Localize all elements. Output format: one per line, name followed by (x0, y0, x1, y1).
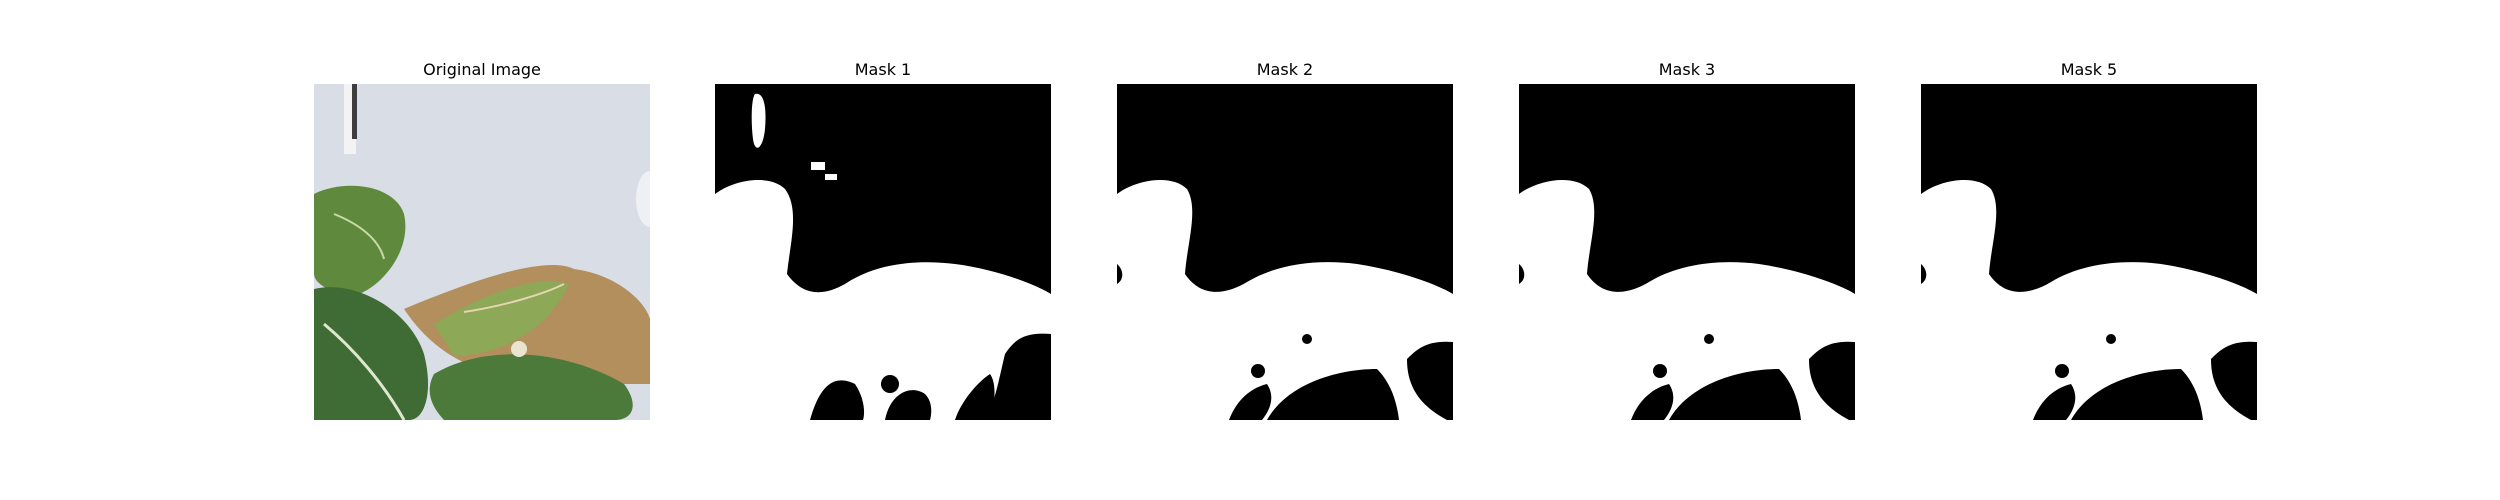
mask-3-image (1519, 84, 1855, 420)
panel-title: Mask 5 (2060, 60, 2118, 79)
mask-1-image (715, 84, 1051, 420)
panel-title: Mask 2 (1256, 60, 1314, 79)
panel-title: Mask 1 (854, 60, 912, 79)
panel-title: Mask 3 (1658, 60, 1716, 79)
panel-title: Original Image (423, 60, 541, 79)
mask-2-image (1117, 84, 1453, 420)
original-image (314, 84, 650, 420)
mask-5-image (1921, 84, 2257, 420)
